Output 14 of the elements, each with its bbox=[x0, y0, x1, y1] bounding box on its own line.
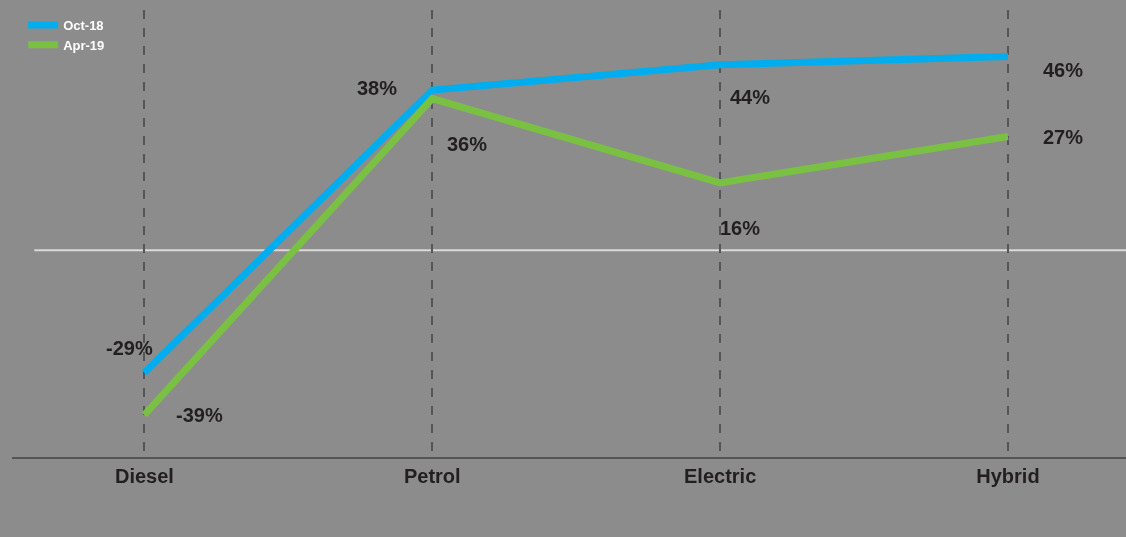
legend-label: Oct-18 bbox=[63, 18, 104, 34]
data-label: -39% bbox=[176, 404, 223, 426]
data-label: 27% bbox=[1043, 126, 1084, 148]
data-label: -29% bbox=[106, 337, 153, 359]
x-tick-label: Electric bbox=[683, 465, 757, 487]
data-label: 44% bbox=[730, 86, 771, 108]
data-label: 36% bbox=[447, 133, 488, 155]
x-tick-label: Diesel bbox=[114, 465, 174, 487]
x-tick-label: Petrol bbox=[403, 465, 461, 487]
data-label: 46% bbox=[1043, 59, 1084, 81]
data-label: 38% bbox=[357, 77, 398, 99]
x-tick-label: Hybrid bbox=[976, 465, 1040, 487]
data-label: 16% bbox=[720, 217, 761, 239]
legend-label: Apr-19 bbox=[63, 37, 105, 53]
